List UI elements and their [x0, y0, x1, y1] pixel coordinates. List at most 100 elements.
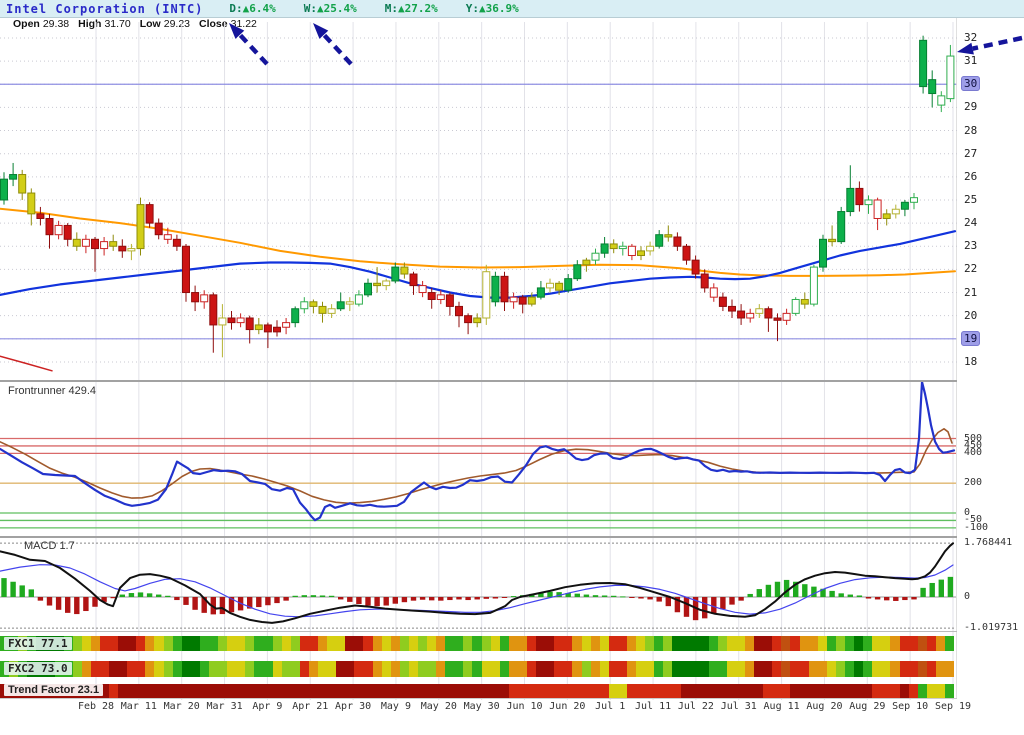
heatmap-cell [790, 636, 801, 651]
heatmap-cell [917, 684, 928, 698]
heatmap-cell [299, 684, 310, 698]
heatmap-cell [463, 684, 474, 698]
heatmap-cell [336, 636, 346, 651]
heatmap-cell [109, 636, 119, 651]
heatmap-cell [327, 636, 337, 651]
heatmap-cell [199, 636, 210, 651]
heatmap-cell [526, 661, 537, 677]
heatmap-cell [772, 636, 783, 651]
heatmap-cell [481, 684, 492, 698]
x-axis-date-label: Apr 9 [252, 701, 283, 712]
heatmap-cell [944, 661, 954, 677]
heatmap-cell [254, 636, 265, 651]
heatmap-cell [263, 636, 274, 651]
frontrunner-indicator-panel[interactable] [0, 382, 956, 536]
heatmap-cell [463, 636, 474, 651]
heatmap-cell [563, 636, 574, 651]
x-axis-date-label: Sep 10 [892, 701, 929, 712]
heatmap-cell [854, 636, 864, 651]
heatmap-cell [445, 684, 455, 698]
heatmap-cell [272, 684, 283, 698]
heatmap-cell [817, 661, 828, 677]
heatmap-cell [272, 636, 283, 651]
heatmap-cell [236, 636, 247, 651]
heatmap-cell [754, 661, 764, 677]
heatmap-cell [245, 636, 256, 651]
heatmap-cell [572, 636, 583, 651]
header-bar: Intel Corporation (INTC) D:▲6.4% W:▲25.4%… [0, 0, 1024, 18]
axis-tick-label: 18 [964, 354, 978, 368]
heatmap-cell [336, 684, 346, 698]
heatmap-cell [381, 636, 392, 651]
heatmap-cell [663, 684, 674, 698]
heatmap-cell [590, 636, 601, 651]
heatmap-cell [763, 636, 774, 651]
fxc1-heatmap-bar[interactable] [0, 636, 954, 651]
heatmap-cell [445, 636, 455, 651]
heatmap-cell [363, 636, 374, 651]
heatmap-cell [536, 636, 546, 651]
heatmap-cell [427, 636, 437, 651]
heatmap-cell [281, 684, 292, 698]
heatmap-cell [254, 661, 265, 677]
heatmap-cell [726, 684, 737, 698]
heatmap-cell [944, 636, 954, 651]
heatmap-cell [563, 684, 574, 698]
heatmap-cell [799, 661, 810, 677]
fxc2-heatmap-bar[interactable] [0, 661, 954, 677]
heatmap-cell [218, 661, 228, 677]
heatmap-cell [390, 684, 401, 698]
heatmap-cell [908, 661, 919, 677]
heatmap-cell [517, 661, 528, 677]
heatmap-cell [345, 636, 356, 651]
ohlc-item: Low 29.23 [139, 18, 191, 30]
heatmap-cell [935, 636, 946, 651]
heatmap-cell [636, 684, 646, 698]
heatmap-cell [318, 684, 328, 698]
heatmap-cell [781, 636, 792, 651]
heatmap-cell [299, 636, 310, 651]
heatmap-cell [926, 636, 937, 651]
heatmap-cell [399, 661, 410, 677]
heatmap-cell [690, 636, 701, 651]
heatmap-cell [835, 684, 846, 698]
axis-tick-label: 0 [964, 591, 971, 602]
x-axis-date-label: May 30 [463, 701, 500, 712]
heatmap-cell [663, 661, 674, 677]
heatmap-cell [99, 684, 110, 698]
x-axis-date-label: Aug 29 [849, 701, 886, 712]
trend-factor-heatmap-bar[interactable] [0, 684, 954, 698]
heatmap-cell [690, 684, 701, 698]
heatmap-cell [617, 684, 628, 698]
price-candlestick-panel[interactable] [0, 30, 962, 380]
heatmap-cell [99, 661, 110, 677]
heatmap-cell [844, 661, 855, 677]
heatmap-cell [181, 684, 192, 698]
heatmap-cell [590, 684, 601, 698]
heatmap-cell [890, 636, 901, 651]
heatmap-cell [172, 636, 183, 651]
heatmap-cell [735, 684, 746, 698]
heatmap-cell [863, 636, 873, 651]
heatmap-cell [817, 684, 828, 698]
heatmap-cell [145, 661, 156, 677]
heatmap-cell [645, 636, 655, 651]
heatmap-cell [436, 684, 446, 698]
heatmap-cell [417, 684, 428, 698]
x-axis-date-label: Jul 22 [677, 701, 714, 712]
frontrunner-label: Frontrunner 429.4 [8, 385, 97, 397]
heatmap-cell [72, 661, 83, 677]
heatmap-cell [536, 661, 546, 677]
heatmap-cell [663, 636, 674, 651]
heatmap-cell [645, 684, 655, 698]
heatmap-cell [181, 661, 192, 677]
heatmap-cell [681, 661, 692, 677]
heatmap-cell [118, 684, 128, 698]
heatmap-cell [481, 661, 492, 677]
heatmap-cell [345, 661, 356, 677]
heatmap-cell [336, 661, 346, 677]
macd-indicator-panel[interactable] [0, 538, 956, 631]
heatmap-cell [636, 636, 646, 651]
heatmap-cell [99, 636, 110, 651]
heatmap-cell [454, 636, 465, 651]
